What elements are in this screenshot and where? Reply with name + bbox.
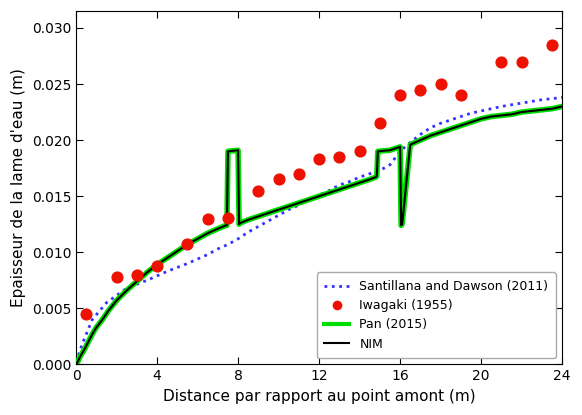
Point <box>152 262 162 269</box>
Y-axis label: Epaisseur de la lame d'eau (m): Epaisseur de la lame d'eau (m) <box>11 68 26 307</box>
Point <box>416 86 425 93</box>
Legend: Santillana and Dawson (2011), Iwagaki (1955), Pan (2015), NIM: Santillana and Dawson (2011), Iwagaki (1… <box>317 273 556 358</box>
Point <box>223 214 233 221</box>
Point <box>294 171 303 177</box>
Point <box>274 176 283 183</box>
Point <box>335 154 344 160</box>
Point <box>355 148 364 155</box>
Point <box>81 311 91 317</box>
Point <box>314 156 324 163</box>
X-axis label: Distance par rapport au point amont (m): Distance par rapport au point amont (m) <box>163 389 475 404</box>
Point <box>375 120 385 127</box>
Point <box>203 215 212 222</box>
Point <box>183 241 192 248</box>
Point <box>436 81 445 87</box>
Point <box>132 271 141 278</box>
Point <box>496 58 506 65</box>
Point <box>456 92 466 99</box>
Point <box>112 273 121 280</box>
Point <box>517 58 526 65</box>
Point <box>547 42 556 48</box>
Point <box>254 187 263 194</box>
Point <box>395 92 404 99</box>
